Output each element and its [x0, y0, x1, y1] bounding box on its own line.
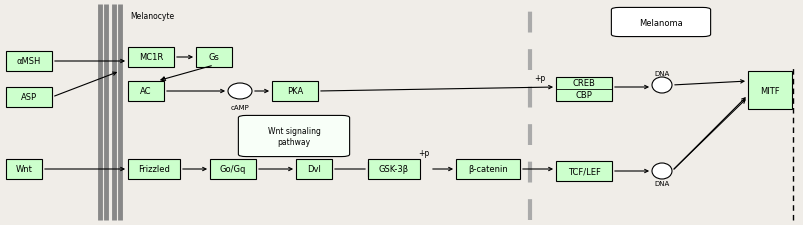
Bar	[368, 159, 419, 179]
Text: CBP: CBP	[575, 91, 592, 100]
Text: Go/Gq: Go/Gq	[219, 165, 246, 174]
Text: CREB: CREB	[572, 79, 595, 88]
Text: Melanocyte: Melanocyte	[130, 12, 174, 21]
Text: AC: AC	[140, 87, 152, 96]
Ellipse shape	[228, 84, 251, 99]
Bar	[271, 82, 318, 101]
Text: DNA: DNA	[654, 71, 669, 77]
Text: TCF/LEF: TCF/LEF	[567, 167, 600, 176]
Text: β-catenin: β-catenin	[467, 165, 507, 174]
Text: +p: +p	[533, 74, 544, 83]
Bar	[556, 78, 611, 101]
Text: GSK-3β: GSK-3β	[378, 165, 409, 174]
Text: Dvl: Dvl	[307, 165, 320, 174]
Bar	[6, 159, 42, 179]
Bar	[6, 52, 52, 72]
Bar	[128, 159, 180, 179]
Bar	[196, 48, 232, 68]
Bar	[296, 159, 332, 179]
FancyBboxPatch shape	[610, 8, 710, 37]
Bar	[6, 88, 52, 108]
Text: Melanoma: Melanoma	[638, 18, 682, 27]
Bar	[128, 82, 164, 101]
Text: Frizzled: Frizzled	[138, 165, 169, 174]
Bar	[128, 48, 173, 68]
Ellipse shape	[651, 78, 671, 94]
Text: MC1R: MC1R	[139, 53, 163, 62]
Text: Wnt: Wnt	[15, 165, 32, 174]
Text: cAMP: cAMP	[230, 105, 249, 110]
Bar	[556, 161, 611, 181]
FancyBboxPatch shape	[238, 116, 349, 157]
Ellipse shape	[651, 163, 671, 179]
Text: PKA: PKA	[287, 87, 303, 96]
Text: MITF: MITF	[760, 86, 779, 95]
Text: DNA: DNA	[654, 180, 669, 186]
Bar	[210, 159, 255, 179]
Text: Gs: Gs	[208, 53, 219, 62]
Text: ASP: ASP	[21, 93, 37, 102]
Text: αMSH: αMSH	[17, 57, 41, 66]
Text: +p: +p	[418, 148, 429, 157]
Bar	[747, 72, 791, 110]
Text: Wnt signaling
pathway: Wnt signaling pathway	[267, 127, 320, 146]
Bar	[455, 159, 520, 179]
